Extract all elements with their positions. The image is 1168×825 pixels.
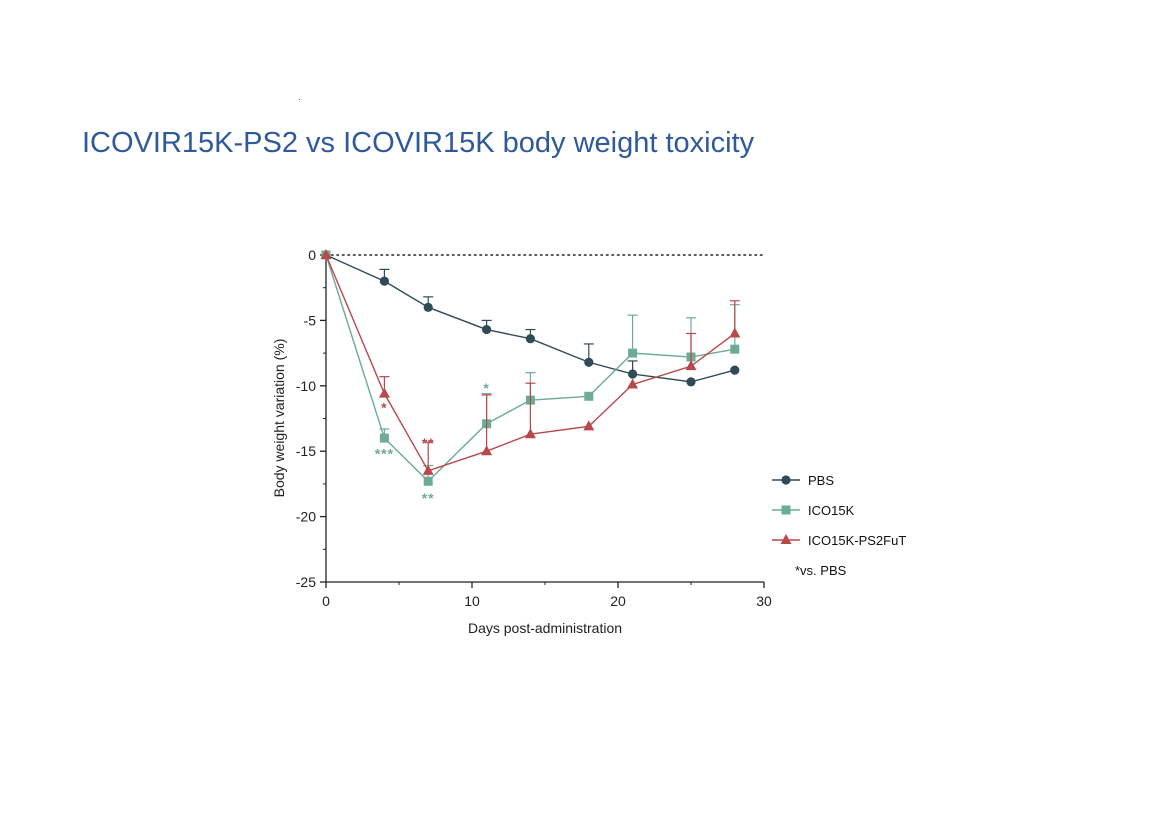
data-point-pbs — [628, 369, 638, 379]
data-point-pbs — [584, 357, 594, 367]
data-point-ico15k-ps2fut — [422, 464, 434, 475]
slide-title: ICOVIR15K-PS2 vs ICOVIR15K body weight t… — [82, 127, 755, 159]
y-tick-label: -15 — [296, 443, 316, 459]
y-tick-label: -25 — [296, 574, 316, 590]
data-point-ico15k — [584, 391, 594, 401]
x-axis-label: Days post-administration — [468, 620, 622, 636]
series-line-pbs — [325, 254, 735, 383]
data-point-pbs — [686, 377, 696, 387]
x-tick-label: 20 — [610, 593, 626, 609]
legend-label-ico15k: ICO15K — [808, 503, 855, 518]
data-point-ico15k — [423, 476, 433, 486]
legend-marker-ico15k-ps2fut — [780, 534, 792, 544]
significance-label: * — [381, 400, 387, 416]
x-tick-label: 30 — [756, 593, 772, 609]
data-point-ico15k-ps2fut — [729, 327, 741, 338]
significance-label: ** — [422, 435, 435, 451]
significance-label: ** — [422, 490, 435, 506]
data-point-ico15k-ps2fut — [627, 378, 639, 389]
data-point-ico15k-ps2fut — [481, 445, 493, 456]
stray-dot — [299, 99, 300, 100]
y-tick-label: -20 — [296, 509, 316, 525]
legend-label-pbs: PBS — [808, 473, 834, 488]
legend-label-ico15k-ps2fut: ICO15K-PS2FuT — [808, 533, 906, 548]
data-point-pbs — [730, 365, 740, 375]
data-point-pbs — [525, 334, 536, 344]
data-point-ico15k — [379, 433, 389, 443]
data-point-ico15k-ps2fut — [583, 420, 595, 431]
legend-marker-ico15k — [781, 505, 791, 515]
y-tick-label: -5 — [304, 312, 317, 328]
data-point-pbs — [423, 302, 433, 312]
y-axis-label: Body weight variation (%) — [271, 339, 287, 498]
data-point-pbs — [482, 324, 492, 335]
data-point-ico15k-ps2fut — [320, 249, 332, 259]
data-point-ico15k-ps2fut — [524, 428, 536, 439]
data-point-ico15k-ps2fut — [378, 387, 390, 398]
x-tick-label: 10 — [464, 593, 480, 609]
significance-label: *** — [375, 446, 394, 462]
x-tick-label: 0 — [322, 593, 330, 609]
data-point-ico15k — [628, 348, 638, 358]
y-tick-label: 0 — [308, 247, 316, 263]
legend: PBS ICO15K ICO15K-PS2FuT *vs. PBS — [772, 473, 906, 578]
legend-marker-pbs — [781, 475, 791, 485]
data-point-ico15k-ps2fut — [685, 360, 697, 371]
data-point-pbs — [379, 276, 389, 286]
y-tick-label: -10 — [296, 378, 316, 394]
chart-marks: ********* — [320, 249, 741, 506]
axes: 0 -5 -10 -15 -20 -25 0 10 20 30 — [296, 247, 772, 609]
data-point-ico15k — [730, 344, 740, 354]
legend-note: *vs. PBS — [795, 563, 847, 578]
significance-label: * — [483, 380, 489, 396]
